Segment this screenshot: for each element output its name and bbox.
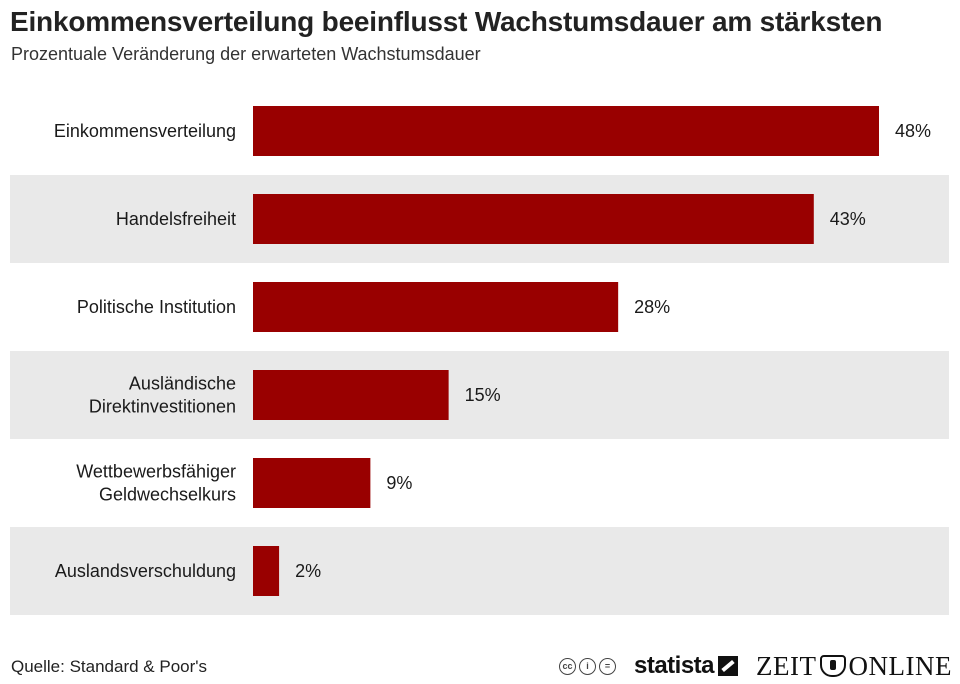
bar [253, 282, 619, 332]
zeit-wordmark-left: ZEIT [756, 650, 817, 681]
nd-icon: = [598, 657, 616, 675]
category-label-line: Direktinvestitionen [89, 397, 236, 417]
category-label: Wettbewerbsfähiger Geldwechselkurs [76, 462, 236, 505]
category-label: Auslandsverschuldung [55, 561, 236, 581]
statista-mark-icon [718, 656, 739, 676]
bar-chart: 48% Einkommensverteilung 43% Handelsfreihei… [10, 106, 949, 615]
cc-icon: cc [558, 657, 576, 675]
category-label-line: Ausländische [129, 374, 236, 394]
by-icon: i [578, 657, 596, 675]
category-label-line: Politische Institution [77, 297, 236, 317]
category-label-line: Wettbewerbsfähiger [76, 462, 236, 482]
category-label-line: Geldwechselkurs [99, 485, 236, 505]
value-label: 2% [295, 561, 321, 581]
statista-logo: statista [633, 652, 739, 680]
footer-logos: cc i = statista ZEIT ONLINE [558, 650, 952, 682]
value-label: 15% [465, 385, 501, 405]
value-label: 48% [895, 121, 931, 141]
bar [253, 106, 879, 156]
row-band [10, 527, 949, 615]
source-note: Quelle: Standard & Poor's [11, 657, 208, 676]
category-label-line: Handelsfreiheit [116, 209, 236, 229]
statista-wordmark: statista [633, 652, 715, 679]
bar [253, 546, 280, 596]
bar [253, 370, 449, 420]
row-band [10, 351, 949, 439]
bar [253, 458, 371, 508]
bar [253, 194, 814, 244]
value-label: 43% [830, 209, 866, 229]
zeit-online-logo: ZEIT ONLINE [756, 651, 952, 682]
category-label-line: Auslandsverschuldung [55, 561, 236, 581]
zeit-crest-icon [819, 655, 846, 677]
value-label: 9% [386, 473, 412, 493]
category-label: Ausländische Direktinvestitionen [89, 374, 236, 417]
category-label: Politische Institution [77, 297, 236, 317]
license-icons: cc i = [558, 657, 616, 675]
value-label: 28% [634, 297, 670, 317]
zeit-wordmark-right: ONLINE [848, 650, 952, 681]
chart-subtitle: Prozentuale Veränderung der erwarteten W… [11, 44, 481, 64]
chart-title: Einkommensverteilung beeinflusst Wachstu… [10, 6, 883, 37]
category-label: Handelsfreiheit [116, 209, 236, 229]
category-label-line: Einkommensverteilung [54, 121, 236, 141]
category-label: Einkommensverteilung [54, 121, 236, 141]
